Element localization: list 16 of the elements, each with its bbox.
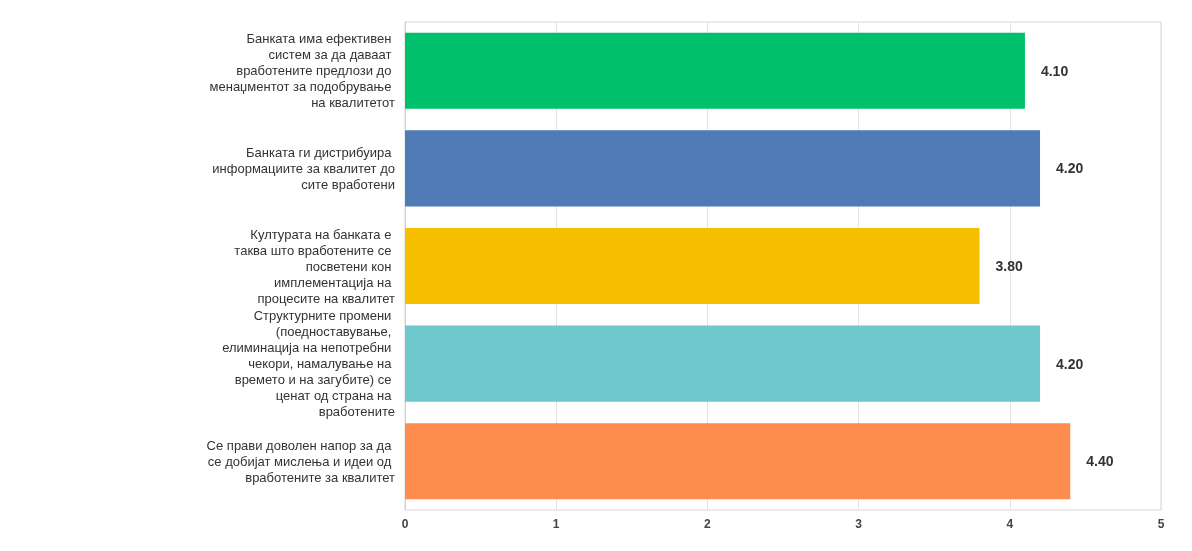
- data-label: 4.10: [1040, 62, 1069, 79]
- data-label: 3.80: [995, 258, 1024, 274]
- y-tick-label: Структурните промени (поедноставување, елиминација на непотребни чекори, намалување на времето и на загубите) се ценат од страна на вработените: [222, 308, 395, 420]
- data-label: 4.20: [1056, 160, 1084, 177]
- data-label: 4.20: [1056, 355, 1084, 372]
- data-label: 4.40: [1086, 453, 1114, 470]
- y-tick-label: Банката ги дистрибуира информациите за квалитет до сите вработени: [212, 144, 395, 192]
- y-tick-label: Банката има ефективен систем за да даваат вработените предлози до менаџментот за подобрување на квалитетот: [209, 31, 396, 111]
- y-tick-label: Културата на банката е таква што вработените се посветени кон имплементација на процесите на квалитет: [234, 226, 396, 306]
- x-tick-label: 2: [704, 517, 712, 531]
- x-tick-label: 0: [401, 517, 409, 531]
- x-tick-label: 1: [552, 517, 560, 531]
- x-tick-label: 3: [855, 517, 863, 531]
- x-tick-label: 4: [1006, 517, 1014, 531]
- y-tick-label: Се прави доволен напор за да се добијат мислења и идеи од вработените за квалитет: [206, 437, 396, 485]
- x-tick-label: 5: [1157, 517, 1165, 531]
